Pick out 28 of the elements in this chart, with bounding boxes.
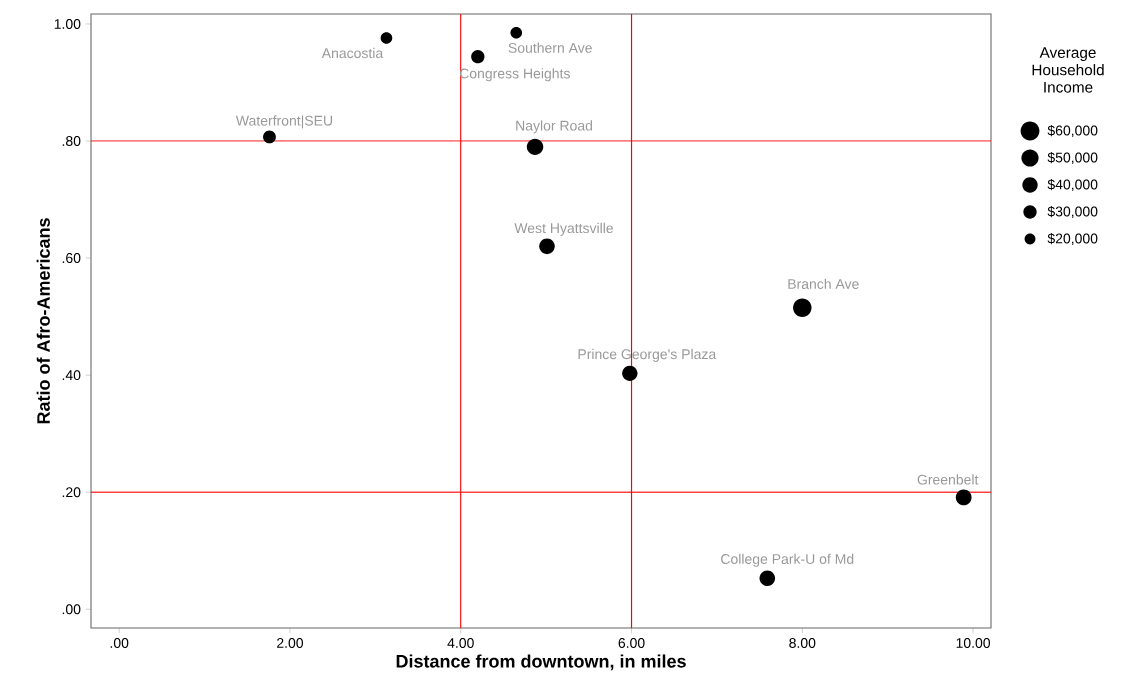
annotation: Anacostia (321, 47, 384, 59)
annotation: Naylor Road (516, 120, 592, 134)
legend-label: $60,000 (1047, 124, 1098, 138)
legend-label: $20,000 (1047, 232, 1098, 246)
y-tick-label: .60 (62, 253, 81, 264)
legend-title: Average Household Income (1032, 47, 1104, 93)
legend-label: $50,000 (1047, 151, 1098, 165)
y-tick-label: 1.00 (54, 18, 81, 29)
annotation: Southern Ave (508, 42, 592, 53)
annotation: College Park-U of Md (721, 553, 854, 567)
annotation: West Hyattsville (514, 222, 613, 236)
legend-label: $40,000 (1047, 178, 1098, 192)
legend-label: $30,000 (1047, 205, 1098, 219)
y-tick-label: .80 (62, 136, 81, 146)
x-tick-label: .00 (110, 638, 129, 648)
annotation: Branch Ave (788, 278, 859, 289)
y-tick-label: .00 (62, 604, 81, 615)
y-tick-label: .20 (62, 487, 81, 498)
annotation: Waterfront|SEU (235, 115, 333, 129)
x-axis-title: Distance from downtown, in miles (396, 654, 686, 671)
annotation: Greenbelt (917, 474, 979, 485)
x-tick-label: 4.00 (447, 638, 474, 648)
y-axis-title: Ratio of Afro-Americans (36, 218, 50, 424)
x-tick-label: 6.00 (618, 638, 645, 648)
x-tick-label: 2.00 (277, 638, 304, 648)
x-tick-label: 10.00 (956, 638, 991, 648)
x-tick-label: 8.00 (789, 638, 816, 648)
y-tick-label: .40 (62, 370, 81, 381)
